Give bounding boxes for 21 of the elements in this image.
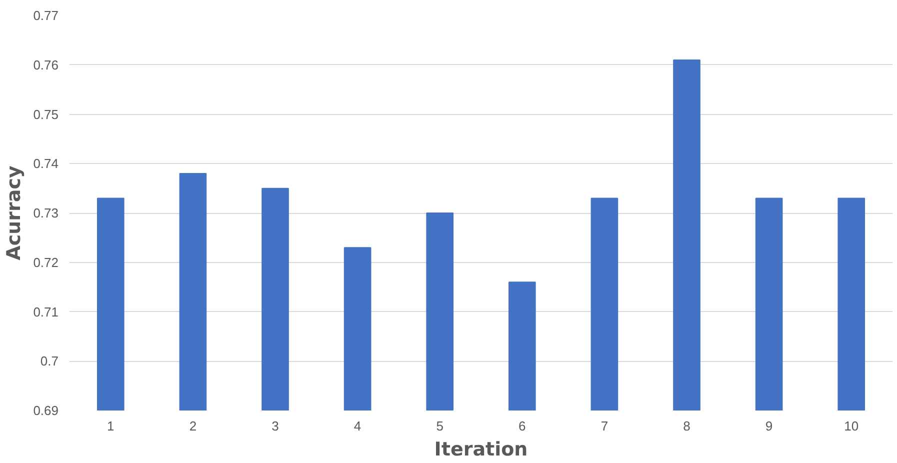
- x-tick-label: 8: [683, 418, 690, 434]
- y-tick-label: 0.71: [33, 304, 59, 320]
- y-tick-label: 0.7: [40, 354, 59, 369]
- x-tick-label: 4: [354, 418, 362, 434]
- x-tick-label: 5: [436, 418, 444, 434]
- y-tick-label: 0.75: [33, 106, 59, 122]
- x-tick-label: 2: [189, 418, 197, 434]
- y-tick-label: 0.69: [33, 403, 59, 418]
- y-axis-title: Acurracy: [3, 165, 26, 260]
- x-tick-label: 3: [272, 418, 279, 434]
- y-tick-label: 0.73: [33, 206, 59, 220]
- x-tick-label: 9: [765, 418, 773, 434]
- y-tick-label: 0.72: [33, 254, 59, 270]
- x-tick-label: 1: [107, 418, 114, 434]
- x-tick-label: 7: [600, 418, 608, 434]
- y-tick-label: 0.76: [33, 57, 59, 72]
- x-tick-label: 6: [518, 418, 526, 434]
- y-tick-label: 0.74: [33, 156, 59, 172]
- y-tick-label: 0.77: [33, 8, 59, 23]
- x-tick-label: 10: [844, 418, 859, 434]
- x-axis-title: Iteration: [434, 438, 528, 460]
